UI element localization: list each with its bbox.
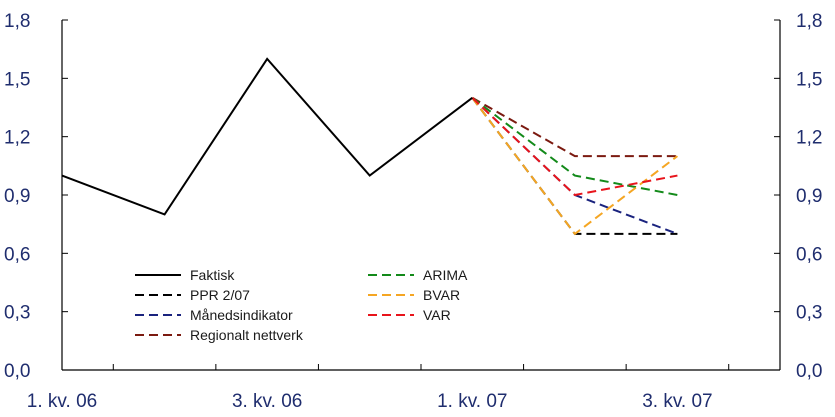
x-tick-label: 3. kv. 06 xyxy=(232,391,302,412)
legend-label: PPR 2/07 xyxy=(190,287,250,303)
series-line-arima xyxy=(471,96,678,196)
y-tick-label-right: 0,3 xyxy=(796,303,822,324)
y-axis-left: 0,0 0,3 0,6 0,9 1,2 1,5 1,8 xyxy=(4,11,68,382)
y-tick-label-left: 1,2 xyxy=(4,128,30,149)
y-tick-label-left: 0,0 xyxy=(4,361,30,382)
series-line-regionalt-nettverk xyxy=(471,96,678,158)
legend-label: BVAR xyxy=(423,287,460,303)
legend: Faktisk PPR 2/07 Månedsindikator Regionalt … xyxy=(135,267,468,343)
x-tick-label: 1. kv. 06 xyxy=(27,391,97,412)
legend-item: Månedsindikator xyxy=(135,307,293,323)
legend-item: Regionalt nettverk xyxy=(135,327,304,343)
y-tick-label-right: 0,6 xyxy=(796,244,822,265)
series-line-ppr-2-07 xyxy=(471,97,678,235)
legend-item: ARIMA xyxy=(368,267,468,283)
legend-label: Regionalt nettverk xyxy=(190,327,304,343)
legend-item: Faktisk xyxy=(135,267,235,283)
legend-label: VAR xyxy=(423,307,451,323)
y-tick-label-right: 1,5 xyxy=(796,69,822,90)
y-tick-label-right: 0,0 xyxy=(796,361,822,382)
legend-label: Månedsindikator xyxy=(190,307,293,323)
y-tick-label-right: 1,2 xyxy=(796,128,822,149)
y-tick-label-left: 0,3 xyxy=(4,303,30,324)
legend-label: ARIMA xyxy=(423,267,468,283)
y-tick-label-left: 1,8 xyxy=(4,11,30,32)
y-tick-label-right: 1,8 xyxy=(796,11,822,32)
y-tick-label-left: 0,9 xyxy=(4,186,30,207)
series-line-faktisk xyxy=(61,57,473,216)
legend-item: VAR xyxy=(368,307,451,323)
legend-item: BVAR xyxy=(368,287,460,303)
y-tick-label-right: 0,9 xyxy=(796,186,822,207)
x-axis: 1. kv. 06 3. kv. 06 1. kv. 07 3. kv. 07 xyxy=(27,364,730,412)
series-layer xyxy=(61,57,679,236)
x-tick-label: 1. kv. 07 xyxy=(437,391,507,412)
y-axis-right: 0,0 0,3 0,6 0,9 1,2 1,5 1,8 xyxy=(774,11,822,382)
series-line-bvar xyxy=(471,97,679,236)
x-tick-label: 3. kv. 07 xyxy=(642,391,712,412)
legend-label: Faktisk xyxy=(190,267,235,283)
series-line-m-nedsindikator xyxy=(471,97,678,235)
y-tick-label-left: 1,5 xyxy=(4,69,30,90)
series-line-var xyxy=(471,97,678,197)
legend-item: PPR 2/07 xyxy=(135,287,250,303)
y-tick-label-left: 0,6 xyxy=(4,244,30,265)
